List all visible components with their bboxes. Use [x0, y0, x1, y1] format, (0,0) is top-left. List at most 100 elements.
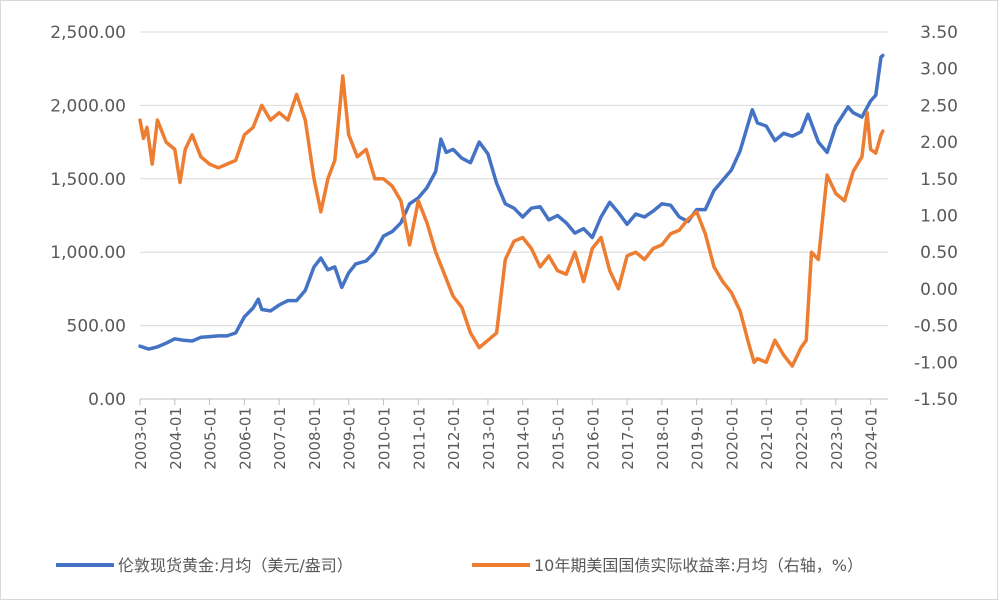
data-point	[139, 345, 142, 348]
legend-label: 10年期美国国债实际收益率:月均（右轴，%）	[534, 556, 863, 575]
data-point	[556, 269, 559, 272]
data-point	[866, 111, 869, 114]
data-point	[739, 309, 742, 312]
data-point	[860, 155, 863, 158]
data-point	[713, 189, 716, 192]
data-point	[834, 125, 837, 128]
real-yield-series-line	[138, 74, 885, 368]
data-point	[713, 265, 716, 268]
data-point	[257, 298, 260, 301]
x-axis: 2003-01 2004-01 2005-01 2006-01 2007-01 2008-…	[132, 398, 888, 470]
data-point	[191, 133, 194, 136]
data-point	[547, 254, 550, 257]
data-point	[208, 335, 211, 338]
data-point	[341, 75, 344, 78]
data-point	[800, 346, 803, 349]
x-axis-tick-label: 2024-01	[863, 407, 881, 470]
data-point	[626, 223, 629, 226]
data-point	[356, 155, 359, 158]
data-point	[156, 119, 159, 122]
data-point	[756, 357, 759, 360]
data-point	[860, 116, 863, 119]
x-axis-tick-label: 2017-01	[619, 407, 637, 470]
data-point	[443, 273, 446, 276]
data-point	[773, 139, 776, 142]
data-point	[182, 339, 185, 342]
data-point	[234, 159, 237, 162]
data-point	[817, 258, 820, 261]
x-axis-tick-label: 2015-01	[549, 407, 567, 470]
x-axis-tick-label: 2012-01	[445, 407, 463, 470]
data-point	[365, 148, 368, 151]
data-point	[478, 346, 481, 349]
data-point	[199, 155, 202, 158]
data-point	[591, 247, 594, 250]
right-axis-tick-label: 1.50	[920, 170, 958, 190]
data-point	[539, 205, 542, 208]
left-axis-tick-label: 2,000.00	[50, 96, 126, 116]
right-axis-tick-label: 3.00	[920, 60, 958, 80]
data-point	[243, 315, 246, 318]
data-point	[295, 93, 298, 96]
x-axis-tick-label: 2006-01	[236, 407, 254, 470]
data-point	[582, 227, 585, 230]
data-point	[417, 199, 420, 202]
data-point	[687, 218, 690, 221]
right-axis-tick-label: -1.00	[914, 353, 958, 373]
data-point	[347, 271, 350, 274]
left-axis-tick-label: 1,500.00	[50, 170, 126, 190]
data-point	[165, 342, 168, 345]
data-point	[365, 260, 368, 263]
gridlines	[140, 31, 888, 327]
data-point	[495, 182, 498, 185]
data-point	[347, 133, 350, 136]
data-point	[782, 132, 785, 135]
data-point	[399, 199, 402, 202]
right-axis-tick-label: 1.00	[920, 207, 958, 227]
data-point	[660, 243, 663, 246]
data-point	[333, 159, 336, 162]
data-point	[417, 196, 420, 199]
data-point	[399, 221, 402, 224]
data-point	[408, 202, 411, 205]
data-point	[782, 354, 785, 357]
data-point	[142, 137, 145, 140]
x-axis-tick-label: 2018-01	[654, 407, 672, 470]
x-axis-tick-label: 2007-01	[271, 407, 289, 470]
right-axis-tick-label: 0.50	[920, 243, 958, 263]
x-axis-tick-label: 2023-01	[828, 407, 846, 470]
data-point	[834, 192, 837, 195]
data-point	[652, 247, 655, 250]
data-point	[573, 251, 576, 254]
data-point	[469, 161, 472, 164]
data-point	[591, 236, 594, 239]
left-axis-tick-labels: 0.00 500.00 1,000.00 1,500.00 2,000.00 2,500.…	[50, 23, 126, 410]
data-point	[530, 207, 533, 210]
data-point	[756, 122, 759, 125]
legend-label: 伦敦现货黄金:月均（美元/盎司）	[118, 556, 353, 575]
data-point	[826, 174, 829, 177]
left-axis-tick-label: 2,500.00	[50, 23, 126, 43]
data-point	[881, 54, 884, 57]
data-point	[469, 331, 472, 334]
data-point	[269, 309, 272, 312]
data-point	[643, 258, 646, 261]
data-point	[773, 339, 776, 342]
data-point	[439, 138, 442, 141]
series-lines	[138, 53, 885, 368]
data-point	[582, 280, 585, 283]
x-axis-tick-label: 2019-01	[689, 407, 707, 470]
data-point	[704, 208, 707, 211]
x-axis-tick-label: 2013-01	[480, 407, 498, 470]
data-point	[434, 170, 437, 173]
data-point	[608, 269, 611, 272]
data-point	[165, 141, 168, 144]
data-point	[721, 179, 724, 182]
right-axis-tick-label: 2.00	[920, 133, 958, 153]
data-point	[156, 345, 159, 348]
data-point	[452, 148, 455, 151]
x-axis-tick-label: 2003-01	[132, 407, 150, 470]
left-axis-tick-label: 500.00	[67, 317, 126, 337]
right-axis-tick-label: 3.50	[920, 23, 958, 43]
data-point	[445, 151, 448, 154]
